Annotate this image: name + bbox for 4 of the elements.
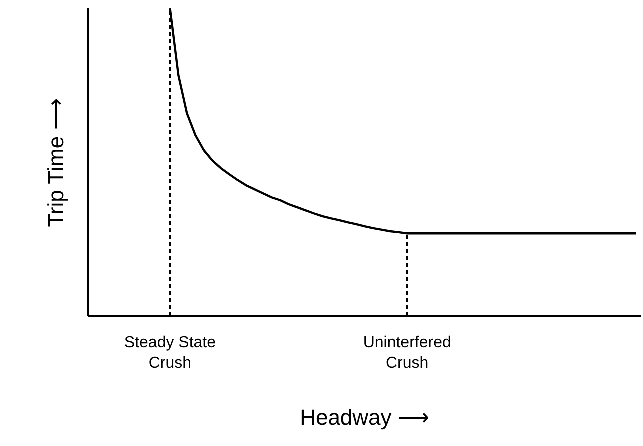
x-tick-label: Steady State Crush	[124, 334, 216, 372]
x-axis-title: Headway ⟶	[300, 404, 430, 430]
y-axis-title: Trip Time ⟶	[44, 98, 68, 228]
x-tick-label: Uninterfered Crush	[363, 334, 452, 372]
